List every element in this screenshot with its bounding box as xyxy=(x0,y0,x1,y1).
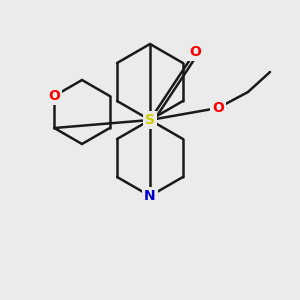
Text: O: O xyxy=(48,89,60,103)
Text: O: O xyxy=(212,101,224,115)
Text: O: O xyxy=(189,45,201,59)
Text: N: N xyxy=(144,189,156,203)
Text: S: S xyxy=(145,113,155,127)
